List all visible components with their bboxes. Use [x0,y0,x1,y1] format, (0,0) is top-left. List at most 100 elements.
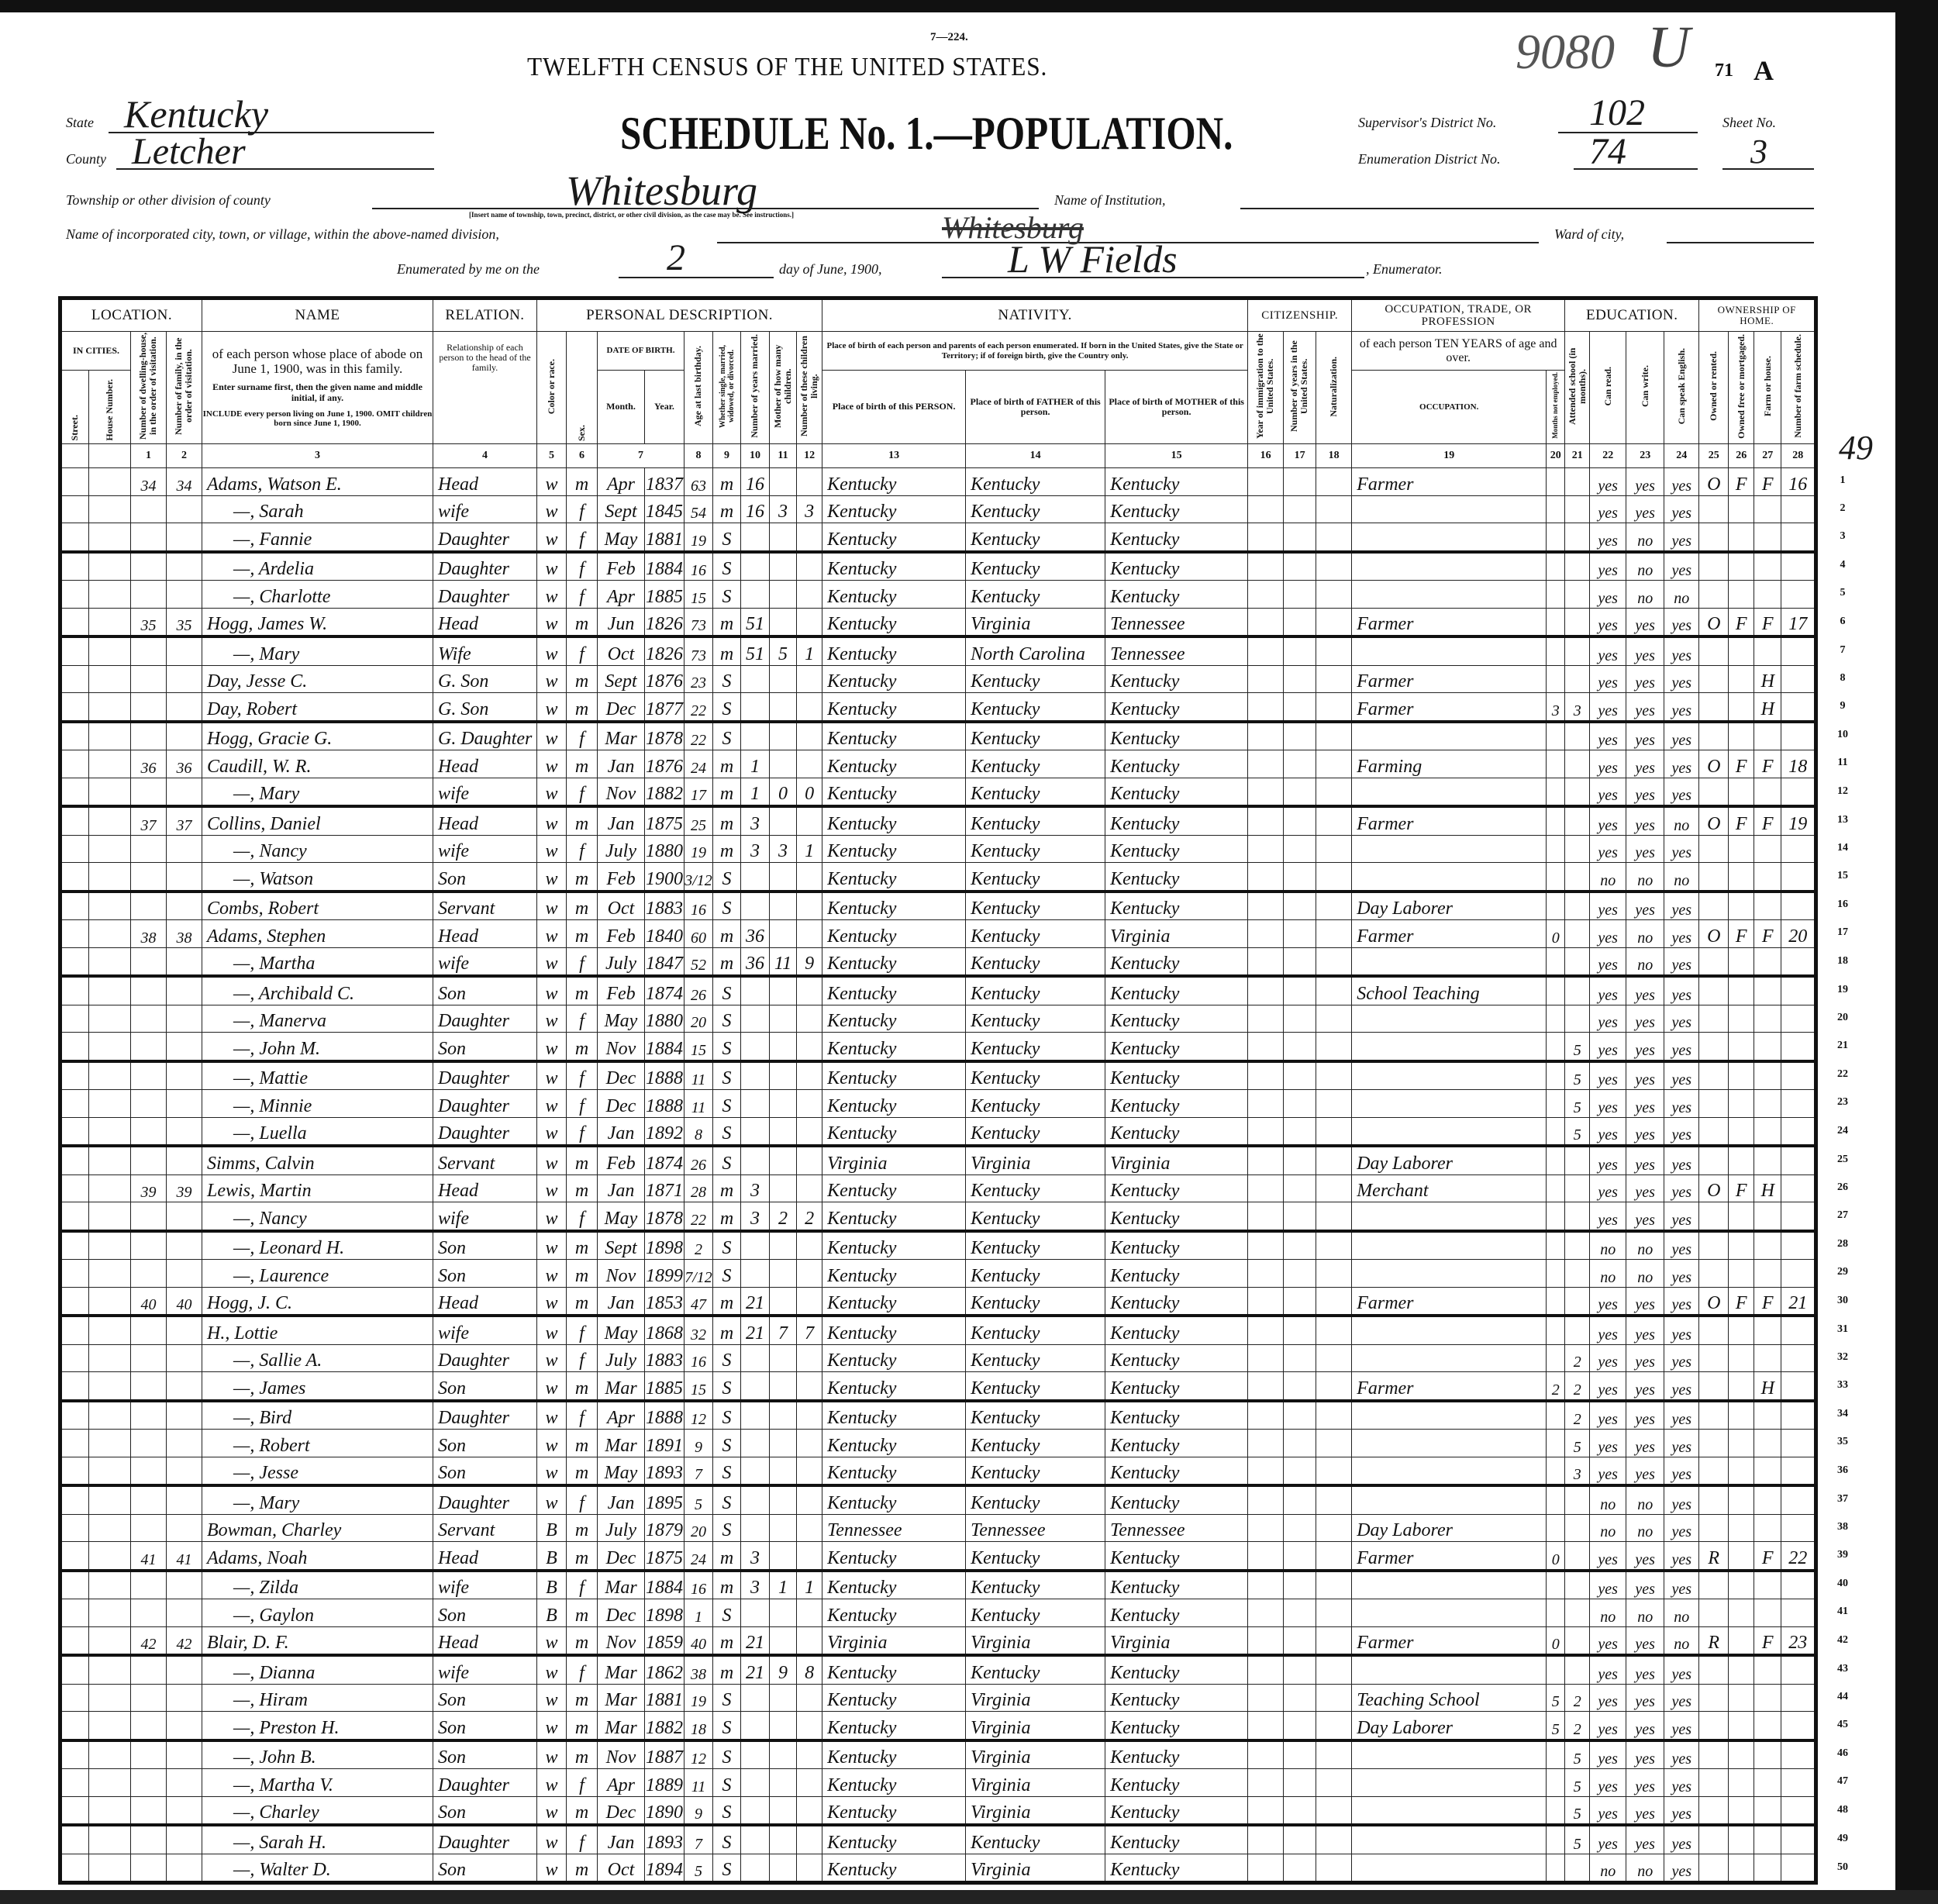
cell-children-living [795,1795,823,1826]
cell-read: yes [1589,1315,1627,1345]
cell-occupation [1351,1032,1547,1063]
cell-relation: Son [433,1259,537,1288]
cell-write: no [1626,862,1665,893]
cell-owned: O [1698,1174,1729,1202]
cell-marital: S [712,1711,741,1742]
cell-color: w [536,1626,567,1657]
cell-read: yes [1589,721,1627,750]
cell-immigration [1247,467,1285,496]
cell-relation: Son [433,1456,537,1487]
cell-color: w [536,664,567,693]
cell-years-us [1283,692,1317,723]
cell-family [166,721,202,750]
cell-name: —, Watson [202,862,433,893]
cell-owned [1698,862,1729,893]
cell-schedule: 19 [1781,805,1817,836]
cell-street [60,721,89,750]
cell-year: 1884 [644,1032,685,1063]
cell-color: w [536,1683,567,1712]
cell-free [1728,664,1755,693]
cell-birth-father: Kentucky [965,919,1106,948]
cell-farm [1754,1654,1782,1685]
cell-immigration [1247,1259,1285,1288]
cell-school: 5 [1564,1740,1591,1769]
cell-school [1564,1626,1591,1657]
cell-owned [1698,975,1729,1005]
cell-read: yes [1589,1286,1627,1317]
cell-dwelling: 40 [130,1286,167,1317]
cell-children-living [795,551,823,581]
cell-occupation: Day Laborer [1351,1145,1547,1175]
cell-years-us [1283,777,1317,808]
cell-schedule [1781,975,1817,1005]
cell-marital: S [712,1032,741,1063]
cell-english: yes [1664,1089,1700,1118]
cell-house [88,1145,131,1175]
cell-relation: Head [433,1286,537,1317]
cell-month: Feb [597,551,645,581]
cell-family [166,1683,202,1712]
cell-sex: f [566,947,598,978]
cell-write: yes [1626,891,1665,920]
cell-house [88,1654,131,1685]
cell-street [60,1683,89,1712]
cell-months-unemployed [1546,721,1566,750]
cell-street [60,1286,89,1317]
cell-house [88,664,131,693]
cell-age: 1 [684,1599,713,1627]
cell-free [1728,947,1755,978]
cell-family [166,1202,202,1233]
cell-relation: Head [433,607,537,638]
cell-occupation: Farming [1351,750,1547,778]
cell-years-married: 3 [740,805,770,836]
cell-birth-father: Kentucky [965,551,1106,581]
cell-mother-of [769,750,797,778]
cell-year: 1884 [644,1570,685,1599]
cell-free [1728,692,1755,723]
cell-english: yes [1664,891,1700,920]
cell-farm [1754,1570,1782,1599]
cell-immigration [1247,947,1285,978]
line-number: 16 [1837,899,1848,910]
cell-owned [1698,1485,1729,1515]
cell-dwelling [130,1683,167,1712]
cell-occupation [1351,551,1547,581]
table-row: —, Mary wife w f Nov 1882 17 m 1 0 0 Kentucky Kentuc… [60,777,1817,808]
cell-years-married [740,891,770,920]
cell-street [60,1259,89,1288]
cell-birth-father: Kentucky [965,834,1106,863]
cell-relation: Head [433,1541,537,1572]
cell-months-unemployed [1546,636,1566,666]
cell-children-living [795,580,823,609]
cell-immigration [1247,1089,1285,1118]
cell-occupation: Farmer [1351,805,1547,836]
cell-farm [1754,1513,1782,1542]
line-number: 1 [1840,474,1846,487]
cell-dwelling [130,1032,167,1063]
cell-write: yes [1626,1711,1665,1742]
cell-read: no [1589,1513,1627,1542]
cell-sex: f [566,1654,598,1685]
cell-sex: m [566,750,598,778]
cell-years-us [1283,523,1317,554]
cell-months-unemployed: 0 [1546,1541,1566,1572]
cell-owned [1698,636,1729,666]
cell-english: yes [1664,947,1700,978]
cell-birth-father: Kentucky [965,805,1106,836]
cell-children-living [795,1768,823,1797]
cell-school [1564,551,1591,581]
cell-months-unemployed [1546,805,1566,836]
table-row: —, Sarah H. Daughter w f Jan 1893 7 S Kentucky Ke… [60,1824,1817,1854]
cell-mother-of [769,1400,797,1430]
cell-birth-father: Kentucky [965,721,1106,750]
cell-naturalization [1316,891,1353,920]
line-number: 44 [1837,1690,1848,1702]
cell-farm [1754,636,1782,666]
cell-sex: f [566,580,598,609]
cell-marital: m [712,1541,741,1572]
cell-birth-mother: Kentucky [1105,692,1249,723]
cell-read: no [1589,1259,1627,1288]
cell-mother-of [769,1599,797,1627]
cell-relation: Wife [433,636,537,666]
cell-birth-person: Virginia [822,1145,967,1175]
